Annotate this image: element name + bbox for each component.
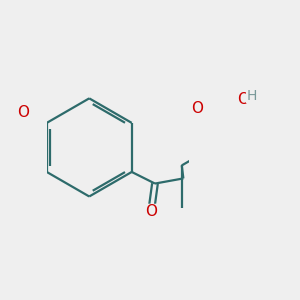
Text: O: O	[237, 92, 249, 107]
Text: O: O	[192, 101, 204, 116]
Text: O: O	[145, 205, 157, 220]
Text: H: H	[247, 88, 257, 103]
Text: O: O	[17, 105, 29, 120]
